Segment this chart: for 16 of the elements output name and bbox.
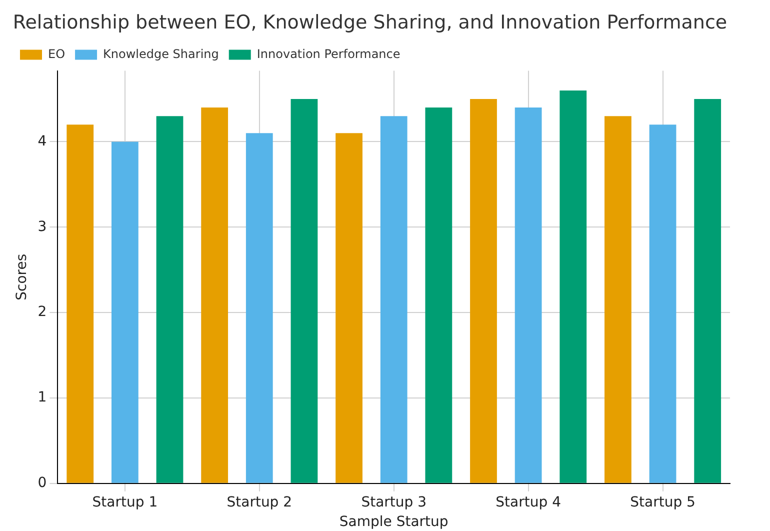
y-tick-label: 2 — [38, 304, 47, 320]
y-tick-label: 0 — [38, 475, 47, 492]
x-tick-label: Startup 4 — [496, 494, 562, 510]
x-tick-label: Startup 3 — [361, 494, 427, 510]
legend-label: EO — [48, 46, 66, 61]
legend-label: Knowledge Sharing — [103, 46, 219, 61]
x-axis-title: Sample Startup — [339, 514, 448, 530]
y-tick-label: 4 — [38, 133, 47, 150]
legend-label: Innovation Performance — [256, 46, 400, 61]
y-axis-title: Scores — [14, 254, 30, 300]
y-tick-label: 1 — [38, 390, 47, 406]
chart-title: Relationship between EO, Knowledge Sharing, and Innovation Performance — [12, 11, 728, 34]
x-tick-label: Startup 1 — [92, 494, 158, 510]
x-tick-label: Startup 2 — [226, 494, 292, 510]
x-tick-label: Startup 5 — [630, 494, 696, 510]
y-tick-label: 3 — [38, 218, 47, 235]
